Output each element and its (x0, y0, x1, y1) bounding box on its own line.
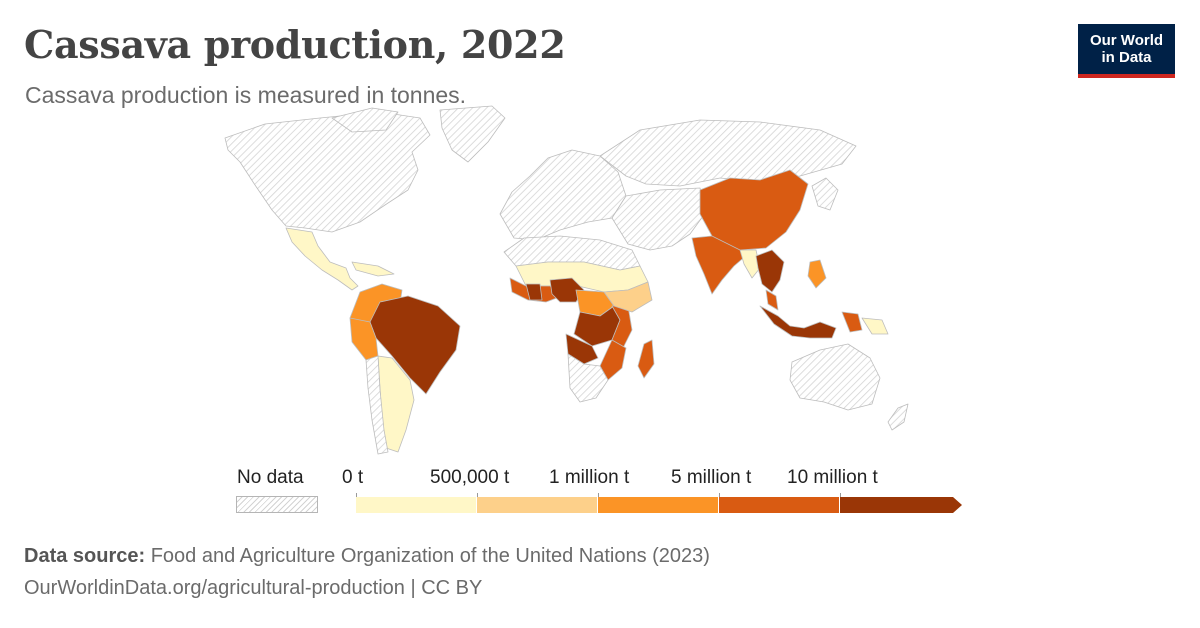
data-source: Data source: Food and Agriculture Organi… (24, 545, 710, 568)
chart-title: Cassava production, 2022 (24, 22, 566, 67)
philippines[interactable] (807, 259, 827, 289)
australia[interactable] (789, 343, 881, 411)
legend-bin-3[interactable] (719, 497, 840, 513)
source-link[interactable]: OurWorldinData.org/agricultural-producti… (24, 577, 483, 599)
legend-label-5m: 5 million t (671, 467, 752, 488)
mozambique-region[interactable] (599, 339, 627, 381)
europe-region[interactable] (499, 149, 627, 241)
logo-line-1: Our World (1089, 32, 1164, 49)
indonesia[interactable] (759, 305, 837, 339)
legend-bin-2[interactable] (598, 497, 719, 513)
legend-bin-1[interactable] (477, 497, 598, 513)
legend-no-data-swatch (236, 496, 318, 513)
malaysia-region[interactable] (765, 289, 779, 311)
data-source-text: Food and Agriculture Organization of the… (150, 545, 710, 567)
ghana-region[interactable] (525, 283, 543, 301)
legend-tick (598, 493, 599, 497)
owid-logo[interactable]: Our World in Data (1078, 24, 1175, 78)
north-america-region[interactable] (224, 111, 431, 233)
japan-korea-region[interactable] (811, 177, 839, 211)
greenland[interactable] (439, 105, 506, 163)
legend-label-1m: 1 million t (549, 467, 630, 488)
new-zealand[interactable] (887, 403, 909, 431)
papua-new-guinea[interactable] (861, 317, 889, 335)
legend-label-0: 0 t (342, 467, 364, 488)
canada-islands[interactable] (331, 107, 399, 133)
ethiopia-kenya-region[interactable] (603, 281, 653, 313)
central-asia-middle-east-region[interactable] (611, 187, 707, 251)
legend-tick (840, 493, 841, 497)
chart-subtitle: Cassava production is measured in tonnes… (25, 82, 467, 108)
logo-line-2: in Data (1101, 49, 1152, 66)
legend-label-10m: 10 million t (787, 467, 878, 488)
thailand-vietnam-region[interactable] (755, 249, 785, 293)
world-map[interactable] (0, 100, 1200, 470)
legend-arrow-icon (953, 497, 962, 513)
indonesia-east-region[interactable] (841, 311, 863, 333)
angola[interactable] (565, 333, 599, 365)
nigeria[interactable] (549, 277, 585, 303)
chile-region[interactable] (365, 355, 389, 455)
legend-no-data-label: No data (237, 467, 304, 488)
legend-tick (356, 493, 357, 497)
legend-tick (477, 493, 478, 497)
caribbean-islands[interactable] (351, 261, 395, 277)
china[interactable] (699, 169, 809, 251)
legend-bin-4[interactable] (840, 497, 954, 513)
russia-north-asia-region[interactable] (599, 119, 857, 187)
legend-tick (719, 493, 720, 497)
data-source-label: Data source: (24, 545, 146, 567)
legend-bin-0[interactable] (356, 497, 477, 513)
legend-label-500k: 500,000 t (430, 467, 510, 488)
southern-africa-region[interactable] (567, 353, 609, 403)
bangladesh-myanmar-region[interactable] (739, 249, 761, 279)
mexico-central-america-region[interactable] (285, 227, 359, 291)
madagascar[interactable] (637, 339, 655, 379)
